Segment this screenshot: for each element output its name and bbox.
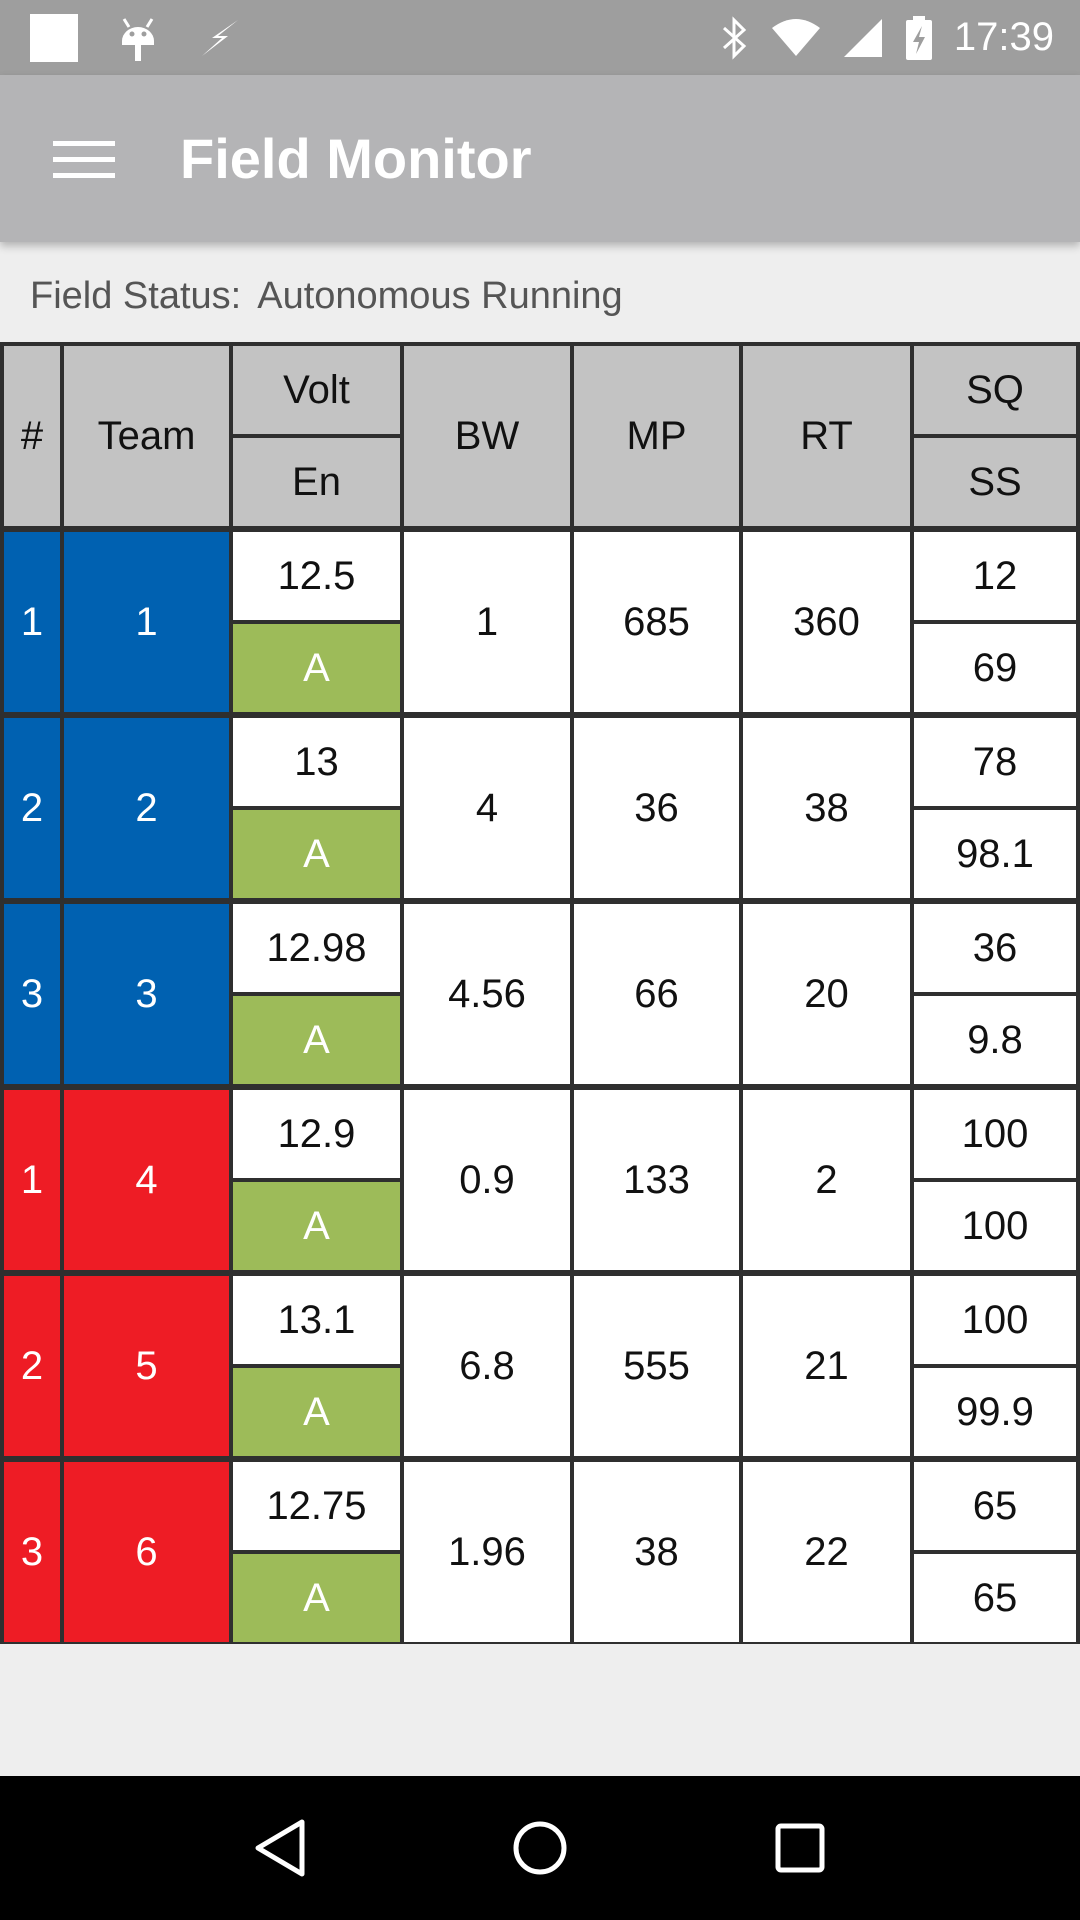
- sq-cell: 100: [914, 1276, 1076, 1364]
- wifi-icon: [770, 18, 822, 58]
- recents-button[interactable]: [740, 1788, 860, 1908]
- station-cell: 2: [4, 718, 60, 898]
- team-cell: 2: [64, 718, 229, 898]
- team-cell: 3: [64, 904, 229, 1084]
- bw-cell: 1.96: [404, 1462, 570, 1642]
- bw-cell: 0.9: [404, 1090, 570, 1270]
- rt-cell: 22: [743, 1462, 910, 1642]
- rt-cell: 2: [743, 1090, 910, 1270]
- bw-cell: 1: [404, 532, 570, 712]
- rt-cell: 21: [743, 1276, 910, 1456]
- sq-cell: 36: [914, 904, 1076, 992]
- ss-cell: 65: [914, 1554, 1076, 1642]
- status-time: 17:39: [953, 15, 1054, 59]
- header-ss: SS: [914, 438, 1076, 526]
- volt-cell: 13.1: [233, 1276, 400, 1364]
- sq-cell: 78: [914, 718, 1076, 806]
- ss-cell: 69: [914, 624, 1076, 712]
- enabled-cell: A: [233, 996, 400, 1084]
- hamburger-menu-icon: [53, 139, 115, 179]
- station-cell: 2: [4, 1276, 60, 1456]
- mp-cell: 36: [574, 718, 739, 898]
- volt-cell: 12.5: [233, 532, 400, 620]
- back-icon: [252, 1818, 308, 1878]
- field-status-value: Autonomous Running: [257, 274, 623, 317]
- ss-cell: 100: [914, 1182, 1076, 1270]
- mp-cell: 555: [574, 1276, 739, 1456]
- ss-cell: 99.9: [914, 1368, 1076, 1456]
- ss-cell: 9.8: [914, 996, 1076, 1084]
- sq-cell: 12: [914, 532, 1076, 620]
- notification-square-icon: [30, 13, 78, 62]
- sq-cell: 65: [914, 1462, 1076, 1550]
- cell-signal-icon: [842, 17, 884, 59]
- header-volt: Volt: [233, 346, 400, 434]
- mp-cell: 133: [574, 1090, 739, 1270]
- team-cell: 1: [64, 532, 229, 712]
- enabled-cell: A: [233, 1554, 400, 1642]
- mp-cell: 685: [574, 532, 739, 712]
- team-cell: 5: [64, 1276, 229, 1456]
- page-title: Field Monitor: [180, 127, 532, 190]
- header-team: Team: [64, 346, 229, 526]
- header-num: #: [4, 346, 60, 526]
- enabled-cell: A: [233, 1182, 400, 1270]
- ss-cell: 98.1: [914, 810, 1076, 898]
- mp-cell: 66: [574, 904, 739, 1084]
- header-bw: BW: [404, 346, 570, 526]
- flash-icon: [198, 18, 242, 58]
- field-status-label: Field Status:: [30, 274, 242, 317]
- header-mp: MP: [574, 346, 739, 526]
- enabled-cell: A: [233, 1368, 400, 1456]
- navigation-bar: [0, 1776, 1080, 1920]
- bw-cell: 6.8: [404, 1276, 570, 1456]
- rt-cell: 360: [743, 532, 910, 712]
- station-cell: 3: [4, 1462, 60, 1642]
- enabled-cell: A: [233, 810, 400, 898]
- recents-icon: [774, 1822, 826, 1874]
- station-cell: 1: [4, 532, 60, 712]
- volt-cell: 12.75: [233, 1462, 400, 1550]
- header-rt: RT: [743, 346, 910, 526]
- rt-cell: 20: [743, 904, 910, 1084]
- station-cell: 3: [4, 904, 60, 1084]
- bw-cell: 4.56: [404, 904, 570, 1084]
- volt-cell: 12.9: [233, 1090, 400, 1178]
- volt-cell: 12.98: [233, 904, 400, 992]
- status-bar: 17:39: [0, 0, 1080, 75]
- battery-charging-icon: [904, 15, 934, 61]
- home-button[interactable]: [480, 1788, 600, 1908]
- rt-cell: 38: [743, 718, 910, 898]
- back-button[interactable]: [220, 1788, 340, 1908]
- home-icon: [512, 1820, 568, 1876]
- app-bar: Field Monitor: [0, 75, 1080, 242]
- enabled-cell: A: [233, 624, 400, 712]
- android-debug-icon: [118, 15, 158, 61]
- sq-cell: 100: [914, 1090, 1076, 1178]
- bluetooth-icon: [720, 15, 750, 60]
- header-sq: SQ: [914, 346, 1076, 434]
- menu-button[interactable]: [24, 99, 144, 219]
- volt-cell: 13: [233, 718, 400, 806]
- team-cell: 4: [64, 1090, 229, 1270]
- field-table: # Team Volt En BW MP RT SQ SS 1 1 12.5 A 1 685 360 12 69 2…: [0, 342, 1080, 1644]
- bw-cell: 4: [404, 718, 570, 898]
- station-cell: 1: [4, 1090, 60, 1270]
- field-status: Field Status: Autonomous Running: [30, 268, 623, 324]
- mp-cell: 38: [574, 1462, 739, 1642]
- team-cell: 6: [64, 1462, 229, 1642]
- header-en: En: [233, 438, 400, 526]
